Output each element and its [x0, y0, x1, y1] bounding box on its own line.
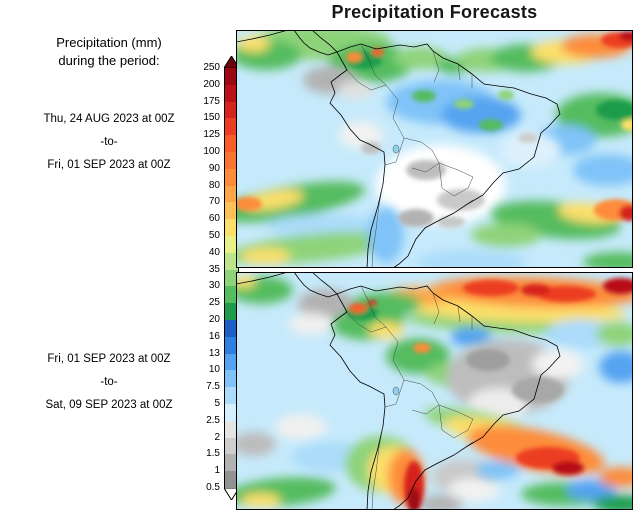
precipitation-cores: [236, 31, 633, 228]
colorbar-tick-label: 20: [208, 313, 220, 325]
colorbar-tick-label: 70: [208, 196, 220, 208]
colorbar-tick-label: 150: [203, 112, 220, 124]
colorbar-tick-label: 5: [214, 397, 220, 409]
colorbar-tick-label: 90: [208, 162, 220, 174]
colorbar-tick-label: 0.5: [206, 481, 220, 493]
coastlines: [236, 272, 561, 510]
colorbar-tick-label: 35: [208, 263, 220, 275]
south-america-coastline: [329, 285, 561, 510]
colorbar-segment: 1.5: [206, 448, 238, 472]
period-2-start: Fri, 01 SEP 2023 at 00Z: [47, 353, 171, 365]
lake-titicaca: [392, 144, 400, 154]
south-america-coastline: [329, 43, 561, 268]
precipitation-cores: [346, 278, 633, 510]
colorbar-tick-label: 2: [214, 431, 220, 443]
colorbar-tick-label: 125: [203, 129, 220, 141]
precip-map-period-1-canvas: [236, 30, 633, 268]
period-1-separator: -to-: [100, 136, 118, 148]
colorbar-tick-label: 7.5: [206, 381, 220, 393]
country-borders: [346, 285, 474, 510]
colorbar-segment: 90: [209, 163, 238, 186]
period-1-end: Fri, 01 SEP 2023 at 00Z: [47, 159, 171, 171]
southern-ocean-bands: [236, 181, 633, 268]
precip-map-period-2-canvas: [236, 272, 633, 510]
colorbar-segment: 13: [209, 348, 238, 371]
colorbar-segment: 40: [209, 247, 238, 270]
colorbar-tick-label: 80: [208, 179, 220, 191]
period-2-end: Sat, 09 SEP 2023 at 00Z: [45, 399, 173, 411]
colorbar-segment: 16: [209, 331, 238, 354]
colorbar-tick-label: 2.5: [206, 414, 220, 426]
colorbar-tick-label: 13: [208, 347, 220, 359]
page-title: Precipitation Forecasts: [331, 2, 538, 22]
colorbar-tick-label: 200: [203, 78, 220, 90]
legend-title: Precipitation (mm) during the period:: [0, 34, 218, 70]
colorbar-segment: 2.5: [206, 415, 238, 438]
colorbar-tick-label: 60: [208, 213, 220, 225]
colorbar-tick-label: 30: [208, 280, 220, 292]
colorbar-tick-label: 25: [208, 297, 220, 309]
colorbar-segment: 80: [209, 180, 238, 203]
precip-map-period-1: [236, 30, 633, 268]
colorbar-tick-label: 100: [203, 145, 220, 157]
forecast-period-1: Thu, 24 AUG 2023 at 00Z -to- Fri, 01 SEP…: [0, 108, 218, 177]
colorbar-segment: 5: [214, 398, 238, 421]
colorbar-segment: 70: [209, 196, 238, 220]
colorbar-segments: 250 200 175 150 125 100 90 80 70 60 50 40 35 30 25 20 16…: [203, 62, 239, 493]
colorbar-segment: 2: [214, 432, 238, 455]
colorbar-segment: 125: [203, 129, 238, 152]
coastlines: [236, 30, 561, 268]
mexico-coastline: [236, 30, 289, 43]
colorbar-segment: 1 0.5: [206, 465, 238, 493]
sidebar: Precipitation (mm) during the period: Th…: [0, 0, 218, 517]
precip-map-period-2: [236, 272, 633, 510]
colorbar-segment: 35: [209, 264, 238, 287]
colorbar-tick-label: 175: [203, 95, 220, 107]
colorbar-segment: 200: [203, 79, 238, 102]
central-america-coastline: [293, 272, 338, 298]
colorbar-tick-label: 1: [214, 465, 220, 477]
mexico-coastline: [236, 272, 289, 285]
colorbar-segment: 150: [203, 112, 238, 136]
colorbar-segment: 30: [209, 280, 238, 304]
colorbar-segment: 7.5: [206, 381, 238, 404]
legend-title-line2: during the period:: [58, 53, 160, 69]
forecast-period-2: Fri, 01 SEP 2023 at 00Z -to- Sat, 09 SEP…: [0, 348, 218, 417]
colorbar-tick-label: 250: [203, 62, 220, 73]
colorbar-tick-label: 50: [208, 229, 220, 241]
colorbar-tick-label: 1.5: [206, 448, 220, 460]
colorbar-segment: 25: [209, 297, 238, 320]
country-borders: [346, 43, 474, 268]
central-america-coastline: [293, 30, 338, 56]
colorbar-tick-label: 10: [208, 364, 220, 376]
colorbar-segment: 175: [203, 96, 238, 119]
legend-title-line1: Precipitation (mm): [56, 35, 162, 50]
colorbar-segment: 10: [209, 364, 238, 388]
colorbar-segment: 60: [209, 213, 238, 236]
precipitation-colorbar: 250 200 175 150 125 100 90 80 70 60 50 40 35 30 25 20 16…: [203, 56, 239, 500]
colorbar-segment: 100: [203, 146, 238, 169]
colorbar-segment: 20: [209, 314, 238, 337]
lake-titicaca: [392, 386, 400, 396]
colorbar-tick-label: 40: [208, 246, 220, 258]
period-1-start: Thu, 24 AUG 2023 at 00Z: [43, 113, 175, 125]
colorbar-segment: 50: [209, 230, 238, 253]
colorbar-tick-label: 16: [208, 330, 220, 342]
period-2-separator: -to-: [100, 376, 118, 388]
colorbar-segment: 250: [203, 62, 238, 85]
